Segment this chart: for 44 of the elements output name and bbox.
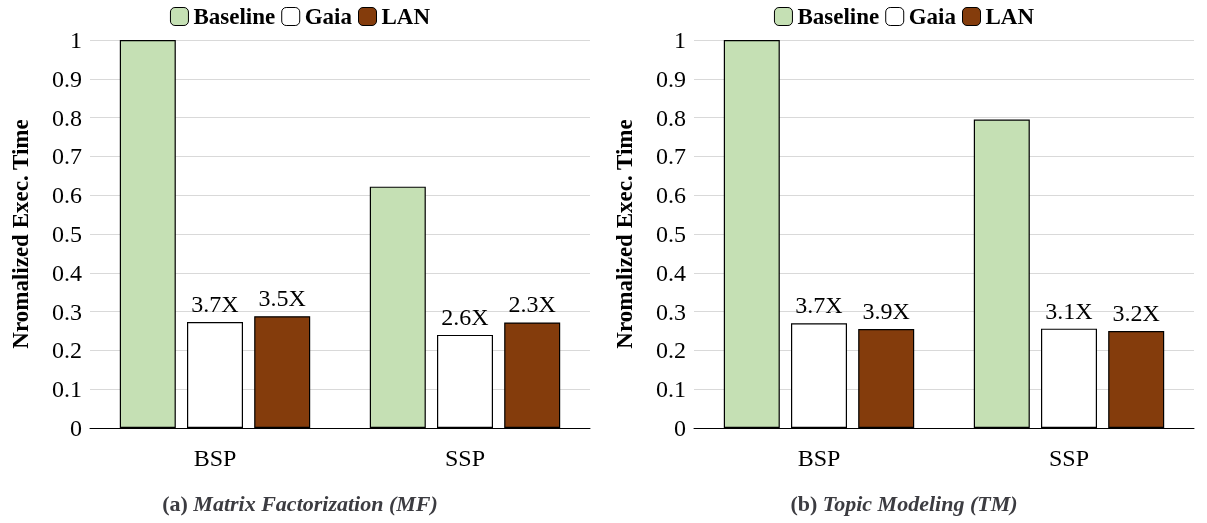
y-tick-label: 0.3 [656,298,686,325]
x-tick-label: BSP [797,445,841,471]
y-tick-label: 0.6 [656,182,686,209]
y-tick-label: 0.9 [656,65,686,92]
annotation: 3.5X [258,285,306,312]
y-axis-title: Nromalized Exec. Time [612,119,637,349]
y-axis-title: Nromalized Exec. Time [8,119,33,349]
text: (a) Matrix Factorization (MF) [162,490,438,516]
x-tick-label: BSP [193,445,237,471]
annotation: 3.9X [862,298,910,325]
legend-label: Baseline [797,4,880,29]
annotation: 3.1X [1045,297,1093,324]
y-tick-label: 1 [70,27,82,53]
y-tick-label: 0.7 [52,143,82,170]
legend-label: Baseline [193,4,276,29]
annotation: 3.2X [1112,300,1160,326]
x-tick-label: SSP [444,445,486,471]
y-tick-label: 0 [70,415,82,441]
y-tick-label: 0.4 [656,259,686,286]
y-tick-label: 0.7 [656,143,686,170]
annotation: 2.3X [508,291,556,318]
y-tick-label: 0.5 [656,221,686,247]
y-tick-label: 0.2 [52,337,82,364]
y-tick-label: 1 [674,27,686,53]
y-tick-label: 0.4 [52,259,82,286]
annotation: 3.7X [795,292,843,319]
x-tick-label: SSP [1048,445,1090,471]
annotation: 3.7X [191,291,239,318]
y-tick-label: 0.3 [52,298,82,325]
y-tick-label: 0.6 [52,182,82,209]
y-tick-label: 0.1 [656,376,686,403]
y-tick-label: 0.5 [52,221,82,247]
y-tick-label: 0.8 [656,104,686,131]
legend-label: Gaia [908,4,957,29]
legend-label: LAN [985,4,1035,29]
text: (b) Topic Modeling (TM) [790,490,1018,516]
y-tick-label: 0.8 [52,104,82,131]
y-tick-label: 0 [674,415,686,441]
legend-label: Gaia [304,4,353,29]
legend-label: LAN [381,4,431,29]
y-tick-label: 0.2 [656,337,686,364]
annotation: 2.6X [441,303,489,330]
y-tick-label: 0.1 [52,376,82,403]
y-tick-label: 0.9 [52,65,82,92]
